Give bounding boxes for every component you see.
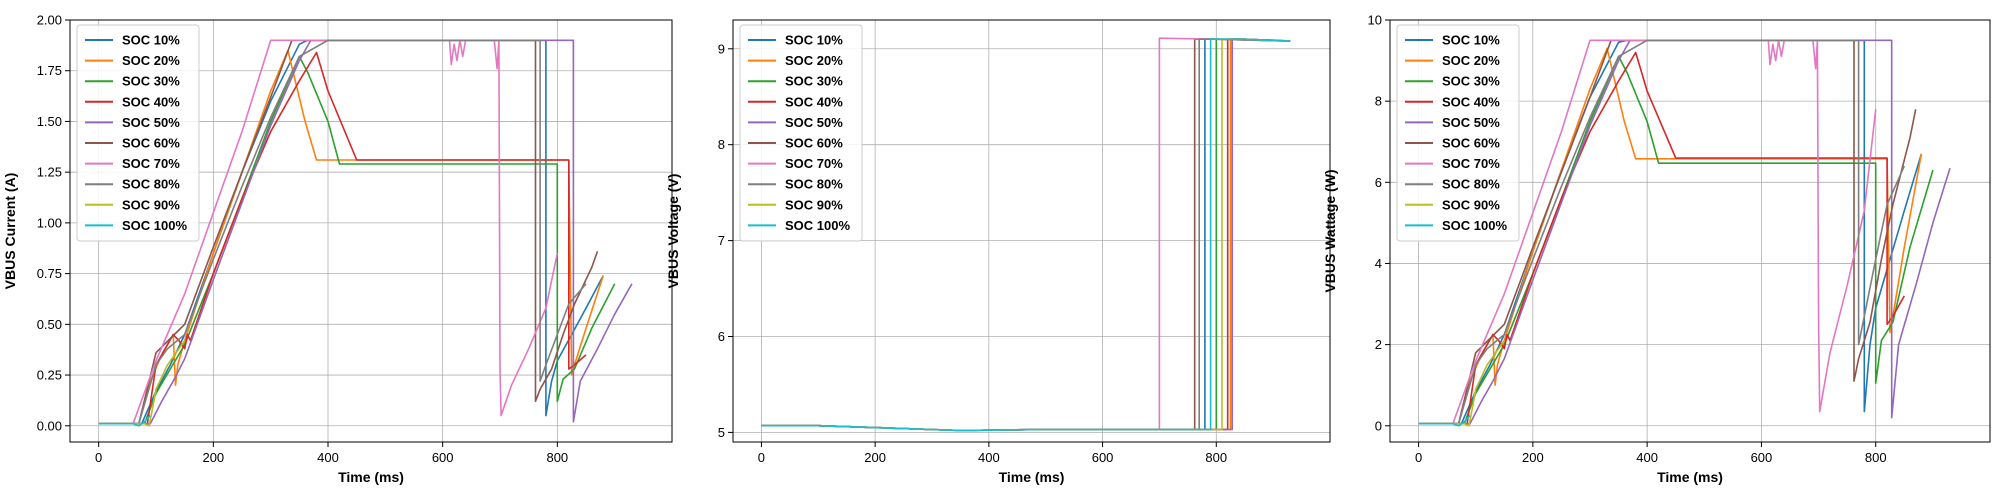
x-tick-label: 400 (1636, 450, 1658, 465)
x-tick-label: 800 (546, 450, 568, 465)
legend-label: SOC 80% (122, 177, 180, 192)
x-tick-label: 800 (1865, 450, 1887, 465)
y-axis-label: VBUS Wattage (W) (1322, 169, 1338, 292)
x-tick-label: 600 (1751, 450, 1773, 465)
legend-label: SOC 20% (122, 53, 180, 68)
y-tick-label: 6 (1375, 175, 1382, 190)
legend-box (76, 24, 200, 242)
legend-label: SOC 30% (785, 74, 843, 89)
x-tick-label: 200 (1522, 450, 1544, 465)
x-tick-label: 200 (202, 450, 224, 465)
series-line-soc-90 (1418, 340, 1505, 427)
x-axis-label: Time (ms) (999, 469, 1065, 485)
legend-label: SOC 90% (785, 197, 843, 212)
y-tick-label: 10 (1368, 13, 1382, 28)
legend-label: SOC 100% (785, 218, 850, 233)
legend-label: SOC 30% (122, 74, 180, 89)
series-line-soc-80 (1418, 39, 1906, 425)
legend-label: SOC 80% (1442, 177, 1500, 192)
legend: SOC 10% SOC 20% SOC 30% SOC 40% SOC 50% SOC 6… (739, 24, 863, 242)
legend-label: SOC 10% (1442, 33, 1500, 48)
legend-box (739, 24, 863, 242)
x-tick-label: 400 (317, 450, 339, 465)
legend-label: SOC 60% (122, 136, 180, 151)
legend-label: SOC 50% (785, 115, 843, 130)
y-tick-label: 2.00 (37, 13, 62, 28)
y-tick-label: 0 (1375, 418, 1382, 433)
legend-label: SOC 80% (785, 177, 843, 192)
legend-label: SOC 40% (1442, 94, 1500, 109)
legend-box (1396, 24, 1520, 242)
x-tick-label: 800 (1205, 450, 1227, 465)
legend-label: SOC 70% (122, 156, 180, 171)
x-tick-label: 200 (864, 450, 886, 465)
chart-panel-2: 0 200 400 600 800 5 6 7 8 9 Time (ms) VBUS Voltage … (665, 19, 1331, 485)
y-tick-label: 5 (718, 425, 725, 440)
y-tick-label: 4 (1375, 256, 1382, 271)
legend-label: SOC 50% (1442, 115, 1500, 130)
y-tick-label: 0.25 (37, 368, 62, 383)
legend-label: SOC 50% (122, 115, 180, 130)
y-tick-label: 0.50 (37, 317, 62, 332)
y-tick-label: 2 (1375, 337, 1382, 352)
legend-label: SOC 40% (122, 94, 180, 109)
legend-label: SOC 10% (785, 33, 843, 48)
x-tick-label: 400 (978, 450, 1000, 465)
axes-frame (732, 19, 1331, 443)
y-tick-label: 1.50 (37, 114, 62, 129)
series-line-soc-100 (1418, 415, 1471, 427)
y-tick-label: 7 (718, 233, 725, 248)
legend-label: SOC 60% (785, 136, 843, 151)
x-axis-label: Time (ms) (1657, 469, 1723, 485)
legend-label: SOC 70% (1442, 156, 1500, 171)
y-tick-label: 0.75 (37, 266, 62, 281)
y-tick-label: 8 (718, 137, 725, 152)
legend-label: SOC 90% (122, 197, 180, 212)
legend-label: SOC 20% (785, 53, 843, 68)
y-tick-label: 6 (718, 329, 725, 344)
legend-label: SOC 70% (785, 156, 843, 171)
y-axis-label: VBUS Voltage (V) (665, 174, 681, 289)
x-axis-label: Time (ms) (338, 469, 404, 485)
legend-label: SOC 90% (1442, 197, 1500, 212)
y-tick-label: 9 (718, 41, 725, 56)
legend-label: SOC 20% (1442, 53, 1500, 68)
series-line-soc-100 (98, 415, 151, 427)
y-tick-label: 1.00 (37, 215, 62, 230)
axes-frame (1389, 19, 1991, 443)
series-line-soc-80 (98, 39, 587, 425)
legend: SOC 10% SOC 20% SOC 30% SOC 40% SOC 50% SOC 6… (1396, 24, 1520, 242)
chart-panel-3: 0 200 400 600 800 0 2 4 6 8 10 Time (ms) VBUS Wattag… (1322, 13, 1991, 485)
y-tick-label: 1.25 (37, 165, 62, 180)
y-tick-label: 0.00 (37, 418, 62, 433)
series-line-soc-70 (1418, 39, 1877, 425)
series-line-soc-40 (98, 51, 587, 425)
legend-label: SOC 100% (1442, 218, 1507, 233)
legend-label: SOC 40% (785, 94, 843, 109)
legend: SOC 10% SOC 20% SOC 30% SOC 40% SOC 50% SOC 6… (76, 24, 200, 242)
legend-label: SOC 60% (1442, 136, 1500, 151)
series-line-soc-40 (1418, 51, 1905, 425)
legend-label: SOC 100% (122, 218, 187, 233)
x-tick-label: 0 (1415, 450, 1422, 465)
y-tick-label: 8 (1375, 94, 1382, 109)
x-tick-label: 600 (1092, 450, 1114, 465)
x-tick-label: 0 (758, 450, 765, 465)
x-tick-label: 0 (95, 450, 102, 465)
legend-label: SOC 30% (1442, 74, 1500, 89)
series-line-soc-100 (761, 38, 1291, 432)
y-axis-label: VBUS Current (A) (2, 173, 18, 290)
y-tick-label: 1.75 (37, 63, 62, 78)
x-tick-label: 600 (432, 450, 454, 465)
chart-panel-1: 0 200 400 600 800 0.00 0.25 0.50 0.75 1.00 1.25 1.5… (2, 13, 673, 485)
axes-frame (69, 19, 673, 443)
series-line-soc-70 (98, 39, 559, 425)
series-line-soc-90 (98, 340, 186, 427)
legend-label: SOC 10% (122, 33, 180, 48)
